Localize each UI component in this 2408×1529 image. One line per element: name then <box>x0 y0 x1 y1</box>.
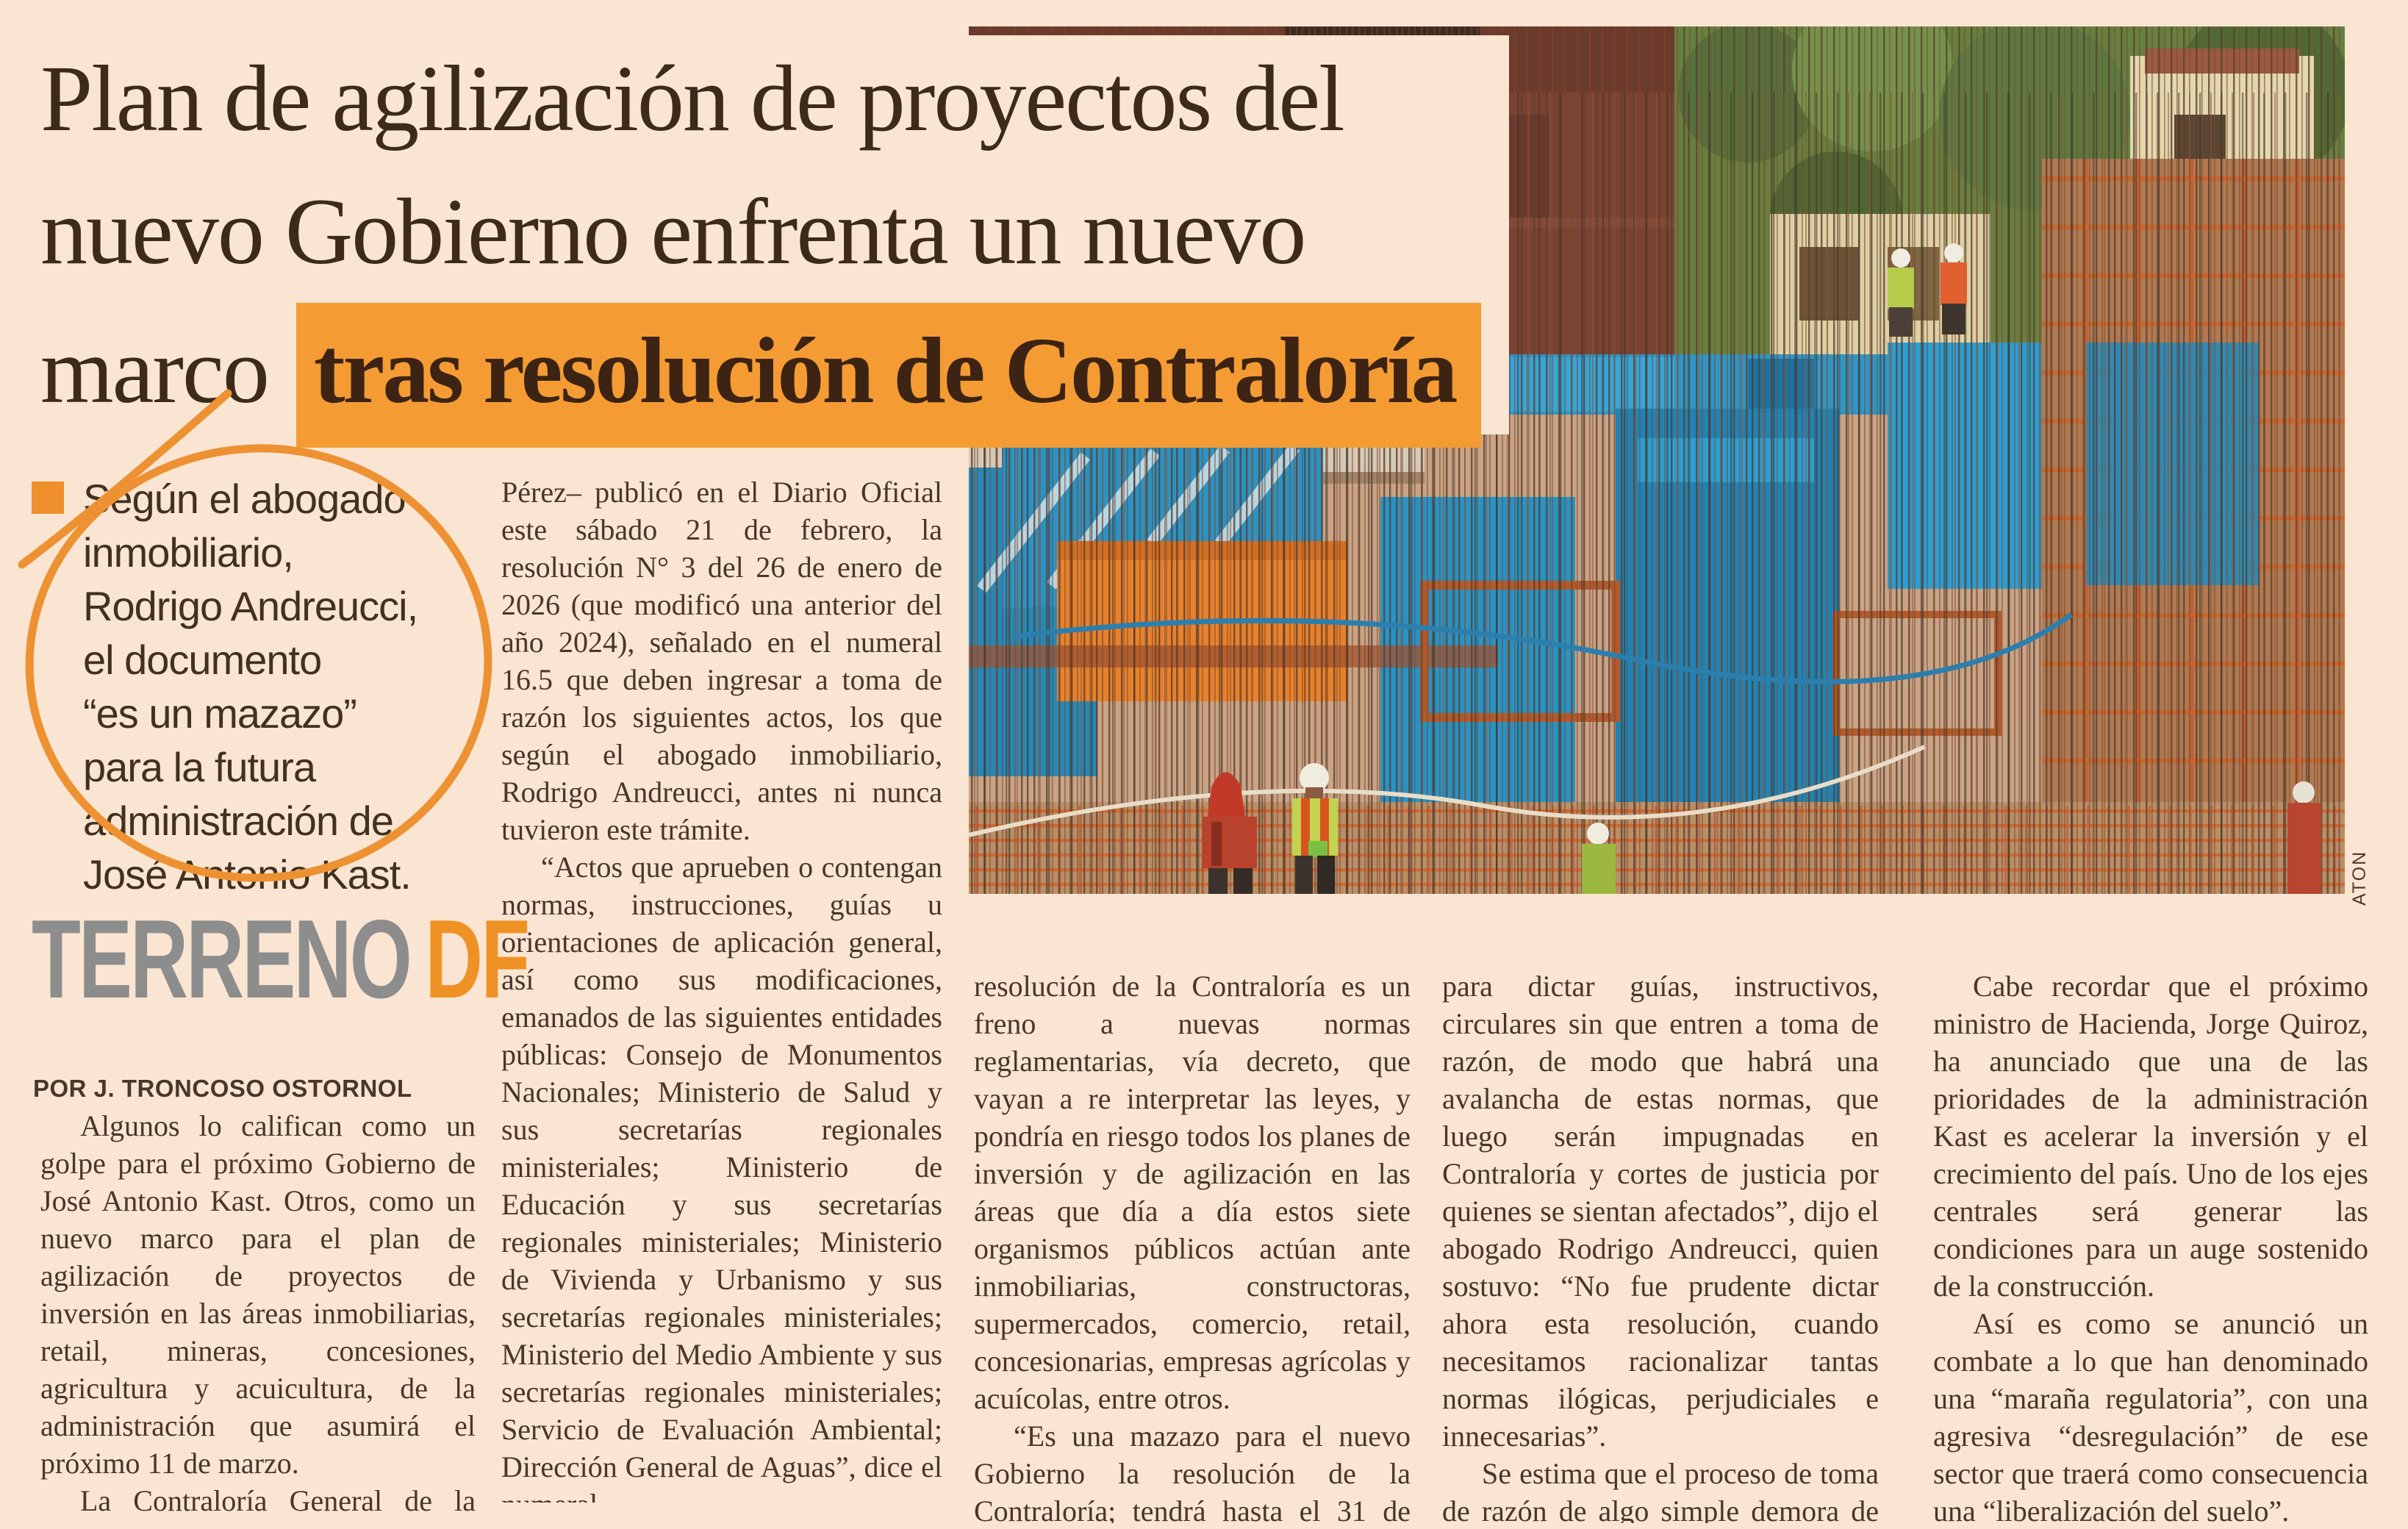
pullquote: Según el abogado inmobiliario, Rodrigo A… <box>83 472 418 901</box>
blue-cable <box>1012 612 2074 684</box>
paragraph: Se estima que el proceso de toma de razó… <box>1442 1457 1879 1523</box>
pullquote-line: Rodrigo Andreucci, <box>83 583 418 629</box>
paragraph: La Contraloría General de la República –… <box>40 1484 476 1523</box>
paragraph: Cabe recordar que el próximo ministro de… <box>1933 970 2368 1303</box>
construction-photo-art <box>968 0 2351 894</box>
worker-right-green <box>1582 823 1616 894</box>
pullquote-line: “es un mazazo” <box>83 690 357 737</box>
paragraph: resolución de la Contraloría es un freno… <box>974 970 1411 1415</box>
pullquote-line: inmobiliario, <box>83 529 294 576</box>
section-logo: TERRENO DF <box>32 895 530 1024</box>
paragraph: “Es una mazazo para el nuevo Gobierno la… <box>974 1419 1411 1523</box>
pullquote-line: Según el abogado <box>83 476 406 522</box>
pullquote-bullet-icon <box>32 481 64 514</box>
worker-far-right-red <box>2287 781 2321 894</box>
article-column-2: Pérez– publicó en el Diario Oficial este… <box>501 473 942 1503</box>
byline: POR J. TRONCOSO OSTORNOL <box>33 1075 412 1102</box>
pullquote-line: el documento <box>83 637 322 683</box>
rope-line <box>968 745 1926 837</box>
construction-site-photo <box>968 0 2351 894</box>
section-logo-df: DF <box>425 897 530 1022</box>
photo-credit: ATON <box>2349 850 2370 906</box>
worker-red-hood <box>1203 772 1257 894</box>
worker-white-helmet <box>1292 763 1338 894</box>
article-column-3: resolución de la Contraloría es un freno… <box>974 967 1411 1523</box>
headline-line-1: Plan de agilización de proyectos del <box>40 37 1372 170</box>
headline-line-3-plain: marco <box>40 309 296 442</box>
article-column-1: Algunos lo califican como un golpe para … <box>40 1107 476 1523</box>
workers-upper-deck <box>1888 243 1967 337</box>
headline-highlight: tras resolución de Contraloría <box>295 303 1481 448</box>
pullquote-line: para la futura <box>83 744 316 790</box>
pullquote-line: José Antonio Kast. <box>83 851 412 898</box>
paragraph: Así es como se anunció un combate a lo q… <box>1933 1307 2368 1523</box>
paragraph: Algunos lo califican como un golpe para … <box>40 1109 476 1480</box>
pullquote-line: administración de <box>83 798 394 844</box>
headline: Plan de agilización de proyectos del nue… <box>40 35 1509 448</box>
section-logo-terreno: TERRENO <box>32 897 412 1022</box>
article-column-4: para dictar guías, instructivos, circula… <box>1442 967 1879 1523</box>
article-column-5: Cabe recordar que el próximo ministro de… <box>1933 967 2368 1523</box>
headline-line-2: nuevo Gobierno enfrenta un nuevo <box>40 170 1333 303</box>
paragraph: “Actos que aprueben o contengan normas, … <box>501 851 942 1503</box>
paragraph: Pérez– publicó en el Diario Oficial este… <box>501 476 942 846</box>
paragraph: para dictar guías, instructivos, circula… <box>1442 970 1879 1453</box>
